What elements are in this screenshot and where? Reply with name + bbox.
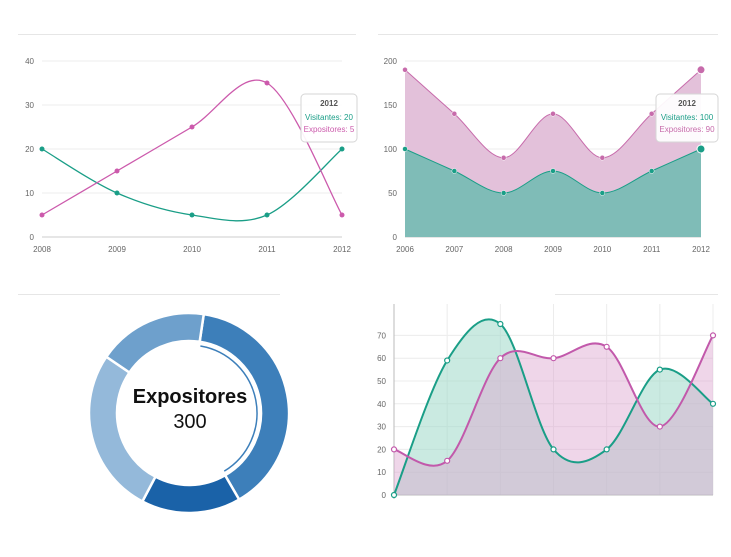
data-point: [339, 146, 345, 152]
data-point: [444, 457, 451, 464]
data-point: [696, 144, 706, 154]
divider-top-right: [378, 34, 718, 35]
data-point: [550, 355, 557, 362]
data-point: [656, 366, 663, 373]
data-point: [390, 446, 398, 453]
x-tick-label: 2006: [396, 245, 414, 254]
x-tick-label: 2009: [544, 245, 562, 254]
x-tick-label: 2007: [445, 245, 463, 254]
y-tick-label: 20: [377, 445, 386, 454]
data-point: [264, 80, 270, 86]
tooltip-line: Expositores: 5: [304, 125, 355, 134]
data-point: [500, 190, 507, 196]
series-line-1: [41, 79, 343, 216]
y-tick-label: 100: [384, 145, 398, 154]
line-chart: 0 10 20 30 40 2008 2009 2010 2011 2012 2012 Visitan…: [25, 57, 358, 254]
x-tick-label: 2012: [692, 245, 710, 254]
y-tick-label: 0: [30, 233, 35, 242]
x-tick-label: 2010: [593, 245, 611, 254]
data-point: [189, 212, 195, 218]
data-point: [648, 111, 655, 117]
x-tick-label: 2009: [108, 245, 126, 254]
data-point: [709, 400, 717, 407]
y-tick-label: 30: [25, 101, 34, 110]
divider-top-left: [18, 34, 356, 35]
divider-bottom-left: [18, 294, 280, 295]
donut-slice: [140, 473, 241, 515]
data-point: [402, 67, 408, 73]
y-tick-label: 60: [377, 354, 386, 363]
data-point: [599, 155, 606, 161]
y-tick-label: 30: [377, 423, 386, 432]
y-tick-label: 0: [382, 491, 387, 500]
y-tick-label: 200: [384, 57, 398, 66]
data-point: [603, 446, 610, 453]
y-tick-label: 70: [377, 331, 386, 340]
donut-highlight-arc: [200, 345, 258, 472]
data-point: [497, 320, 504, 328]
tooltip-line: Visitantes: 20: [305, 113, 353, 122]
data-point: [709, 332, 717, 339]
y-tick-label: 40: [377, 400, 386, 409]
y-tick-label: 0: [393, 233, 398, 242]
data-point: [451, 111, 458, 117]
y-tick-label: 50: [388, 189, 397, 198]
donut-slice: [104, 311, 206, 375]
data-point: [390, 491, 398, 499]
area-chart: 0 50 100 150 200 2006 2007 2008 2009 2010 2011 2012…: [384, 57, 719, 254]
data-point: [648, 168, 655, 174]
data-point: [550, 111, 556, 117]
data-point: [599, 190, 606, 196]
tooltip-box: [655, 93, 719, 143]
donut-chart: [87, 311, 291, 515]
donut-center-value: 300: [173, 411, 207, 433]
x-tick-label: 2008: [33, 245, 51, 254]
data-point: [444, 357, 451, 364]
data-point: [500, 155, 507, 161]
data-point: [497, 355, 504, 362]
data-point: [603, 343, 610, 350]
data-point: [402, 146, 408, 152]
tooltip-title: 2012: [320, 99, 338, 108]
data-point: [114, 190, 120, 196]
tooltip: 2012 Visitantes: 20 Expositores: 5: [300, 93, 358, 143]
series-line-0: [41, 148, 343, 222]
series-line-0: [393, 318, 714, 496]
data-point: [656, 423, 663, 430]
tooltip-title: 2012: [678, 99, 696, 108]
y-tick-label: 50: [377, 377, 386, 386]
data-point: [696, 65, 706, 75]
tooltip-box: [300, 93, 358, 143]
data-point: [39, 146, 45, 152]
y-tick-label: 40: [25, 57, 34, 66]
series-area-0: [405, 149, 701, 237]
data-point: [550, 168, 556, 174]
tooltip-line: Expositores: 90: [659, 125, 715, 134]
data-point: [339, 212, 345, 218]
donut-center: Expositores 300: [90, 385, 290, 435]
data-point: [114, 168, 120, 174]
y-tick-label: 150: [384, 101, 398, 110]
tooltip: 2012 Visitantes: 100 Expositores: 90: [655, 93, 719, 143]
data-point: [451, 168, 458, 174]
series-area-0: [394, 319, 713, 495]
y-tick-label: 10: [25, 189, 34, 198]
x-tick-label: 2008: [495, 245, 513, 254]
divider-bottom-right: [555, 294, 718, 295]
x-tick-label: 2012: [333, 245, 351, 254]
tooltip-line: Visitantes: 100: [661, 113, 714, 122]
series-area-1: [394, 335, 713, 495]
x-tick-label: 2010: [183, 245, 201, 254]
x-tick-label: 2011: [258, 245, 276, 254]
spline-area-chart: 0 10 20 30 40 50 60 70: [377, 304, 717, 500]
data-point: [550, 446, 557, 453]
data-point: [39, 212, 45, 218]
x-tick-label: 2011: [643, 245, 661, 254]
donut-center-label: Expositores: [132, 386, 248, 408]
data-point: [189, 124, 195, 130]
y-tick-label: 20: [25, 145, 34, 154]
data-point: [264, 212, 270, 218]
y-tick-label: 10: [377, 468, 386, 477]
